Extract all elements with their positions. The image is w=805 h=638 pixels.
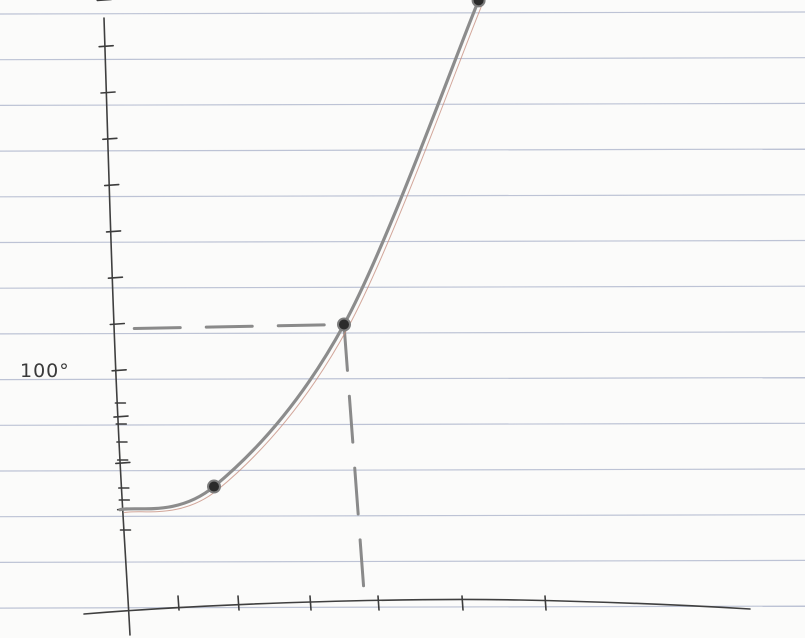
ruled-line (0, 285, 805, 289)
y-tick (107, 276, 124, 280)
series-pencil-sketch (123, 3, 484, 514)
ruled-line (0, 148, 805, 152)
x-tick (544, 595, 547, 611)
x-tick (177, 595, 180, 611)
ruled-lines (0, 11, 805, 609)
horizontal-guide-line (132, 323, 346, 330)
y-tick (100, 91, 116, 94)
guide-lines (132, 323, 366, 594)
y-tick (98, 44, 114, 48)
ruled-line (0, 239, 805, 244)
x-tick (461, 595, 464, 611)
ruled-line (0, 422, 805, 426)
ruled-line (0, 377, 805, 381)
axes (83, 17, 751, 636)
y-tick (105, 230, 122, 233)
y-ticks (96, 0, 133, 531)
x-tick (309, 595, 312, 611)
y-tick-label-100: 100° (20, 360, 70, 382)
ruled-line (0, 57, 805, 61)
ruled-line (0, 468, 805, 472)
x-ticks (177, 595, 547, 611)
ruled-line (0, 605, 805, 609)
data-point (337, 317, 351, 332)
y-tick (115, 461, 131, 465)
ruled-line (0, 559, 805, 564)
y-tick (103, 183, 120, 187)
series (118, 0, 484, 514)
y-tick (109, 322, 126, 326)
y-tick (113, 415, 129, 418)
x-axis (83, 598, 751, 615)
y-tick (111, 368, 127, 372)
y-tick (102, 137, 118, 141)
series-line (118, 0, 481, 512)
data-point (207, 479, 221, 494)
ruled-line (0, 331, 805, 335)
x-tick (237, 595, 240, 611)
data-points (207, 0, 486, 494)
y-axis (103, 17, 131, 636)
ruled-line (0, 102, 805, 106)
vertical-guide-line (342, 323, 366, 594)
x-tick (377, 595, 380, 611)
ruled-line (0, 514, 805, 518)
ruled-line (0, 11, 805, 15)
data-point (471, 0, 486, 8)
